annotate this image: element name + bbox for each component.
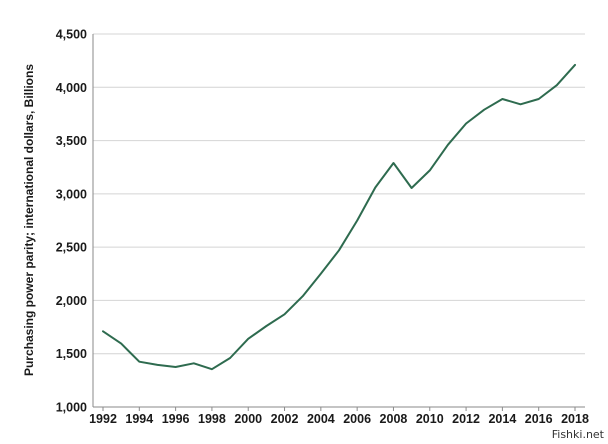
y-tick-label: 3,500 xyxy=(56,134,87,148)
y-tick-label: 4,000 xyxy=(56,81,87,95)
x-tick-label: 2014 xyxy=(488,412,516,426)
x-tick-label: 1992 xyxy=(89,412,117,426)
x-tick-label: 2006 xyxy=(343,412,371,426)
x-tick-labels: 1992 1994 1996 1998 2000 2002 2004 2006 2008 2010… xyxy=(89,412,589,426)
y-tick-label: 1,500 xyxy=(56,347,87,361)
y-tick-label: 4,500 xyxy=(56,28,87,42)
x-tick-label: 2008 xyxy=(380,412,408,426)
y-axis-label: Purchasing power parity; international d… xyxy=(22,64,36,376)
x-tick-label: 2002 xyxy=(271,412,299,426)
gridlines xyxy=(93,33,585,408)
y-tick-label: 2,000 xyxy=(56,294,87,308)
y-tick-label: 3,000 xyxy=(56,187,87,201)
x-tick-label: 2004 xyxy=(307,412,335,426)
axes xyxy=(92,34,585,411)
series-group xyxy=(102,63,576,371)
x-tick-label: 2018 xyxy=(561,412,589,426)
x-tick-label: 2012 xyxy=(452,412,480,426)
y-tick-label: 1,000 xyxy=(56,401,87,415)
x-tick-label: 1996 xyxy=(162,412,190,426)
y-tick-labels: 1,000 1,500 2,000 2,500 3,000 3,500 4,000 4,500 xyxy=(56,28,87,415)
y-tick-label: 2,500 xyxy=(56,241,87,255)
x-tick-label: 2016 xyxy=(525,412,553,426)
series-line xyxy=(102,63,576,371)
watermark: Fishki.net xyxy=(551,428,604,441)
x-tick-label: 1994 xyxy=(125,412,153,426)
x-tick-label: 2000 xyxy=(234,412,262,426)
x-tick-label: 2010 xyxy=(416,412,444,426)
x-tick-label: 1998 xyxy=(198,412,226,426)
